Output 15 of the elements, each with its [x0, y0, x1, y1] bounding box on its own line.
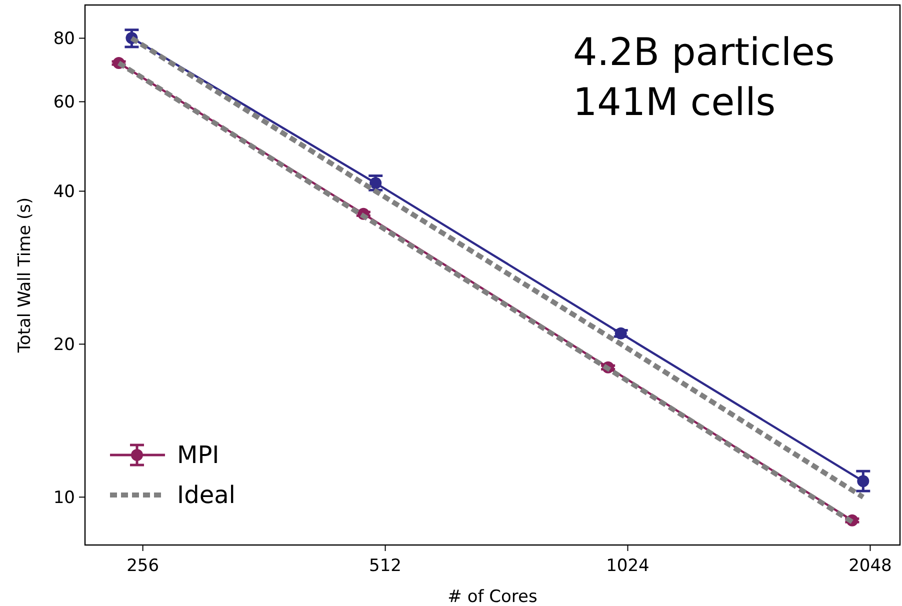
- y-tick-label: 20: [53, 335, 75, 356]
- y-tick-label: 80: [53, 29, 75, 50]
- legend-label: Ideal: [177, 481, 236, 509]
- x-tick-label: 256: [126, 556, 160, 576]
- x-tick-label: 1024: [606, 556, 650, 576]
- y-tick-label: 60: [53, 92, 75, 113]
- x-tick-label: 512: [369, 556, 402, 576]
- legend-label: MPI: [177, 441, 220, 469]
- y-tick-label: 10: [53, 488, 75, 508]
- x-axis-title: # of Cores: [448, 587, 538, 606]
- annotation: 141M cells: [573, 80, 776, 124]
- x-tick-label: 2048: [848, 556, 892, 576]
- annotation: 4.2B particles: [573, 30, 835, 74]
- y-axis-title: Total Wall Time (s): [15, 197, 35, 354]
- y-tick-label: 40: [53, 182, 75, 202]
